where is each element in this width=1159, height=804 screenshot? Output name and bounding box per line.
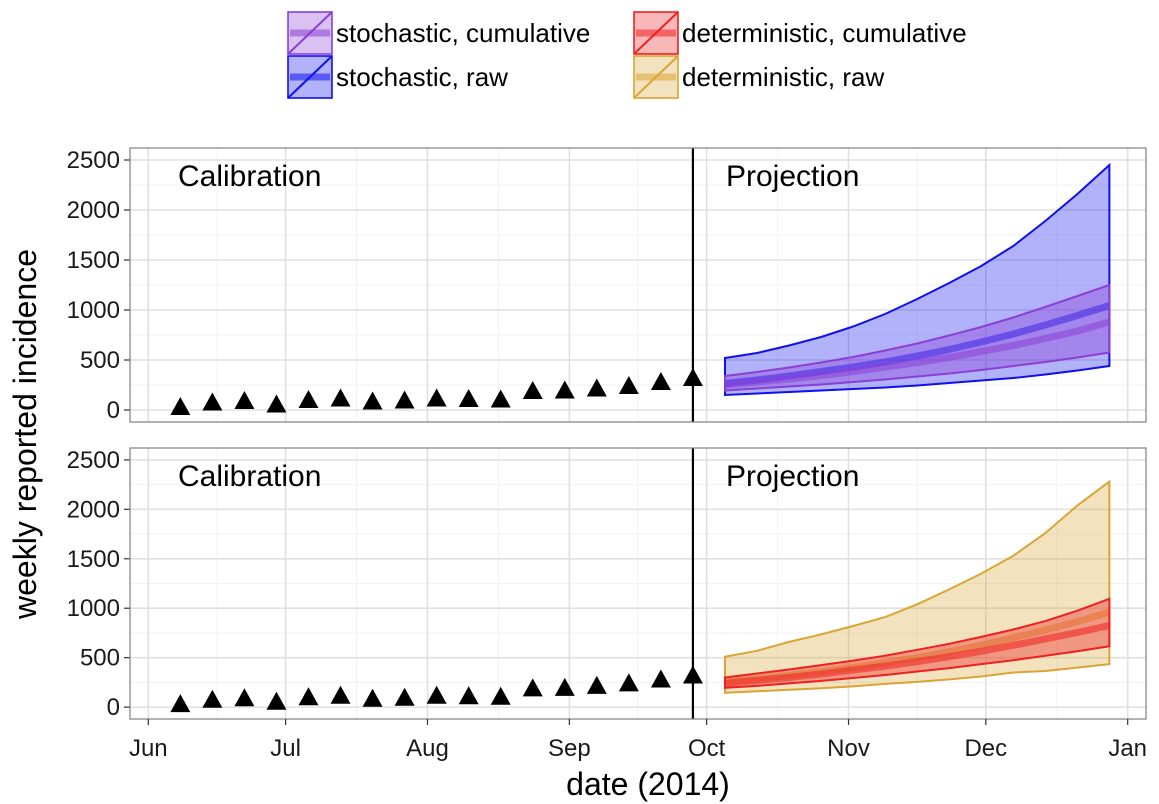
stochastic-panel: 0 500 1000 1500 2000 2500 Calibration Projectio… bbox=[67, 147, 1147, 424]
observed-point bbox=[458, 389, 479, 407]
observed-point bbox=[426, 685, 447, 704]
x-tick-label: Jan bbox=[1108, 735, 1147, 762]
observed-point bbox=[586, 675, 607, 694]
observed-points bbox=[170, 665, 703, 713]
observed-point bbox=[554, 677, 575, 696]
legend-label: stochastic, cumulative bbox=[336, 18, 590, 48]
y-tick-label: 1500 bbox=[67, 546, 120, 573]
x-tick-label: Dec bbox=[964, 735, 1007, 762]
median-line bbox=[724, 318, 1111, 389]
observed-point bbox=[426, 388, 447, 407]
legend-label: deterministic, cumulative bbox=[682, 18, 967, 48]
observed-point bbox=[202, 689, 223, 708]
x-axis-title: date (2014) bbox=[566, 766, 730, 802]
median-line bbox=[724, 622, 1111, 687]
observed-point bbox=[202, 392, 223, 411]
observed-point bbox=[330, 388, 351, 407]
ribbon bbox=[724, 597, 1111, 689]
observed-point bbox=[522, 678, 543, 697]
observed-points bbox=[170, 368, 703, 415]
legend-label: stochastic, raw bbox=[336, 62, 508, 92]
y-tick-label: 1500 bbox=[67, 247, 120, 274]
y-tick-label: 2500 bbox=[67, 447, 120, 474]
panel-border bbox=[129, 147, 1147, 423]
calibration-label: Calibration bbox=[178, 160, 321, 193]
y-axis: 0 500 1000 1500 2000 2500 bbox=[67, 447, 130, 721]
y-axis: 0 500 1000 1500 2000 2500 bbox=[67, 147, 130, 424]
x-tick-label: Jul bbox=[270, 735, 301, 762]
legend-item-stochastic-raw: stochastic, raw bbox=[287, 55, 508, 99]
observed-point bbox=[650, 372, 671, 390]
observed-point bbox=[330, 685, 351, 704]
observed-point bbox=[394, 687, 415, 706]
observed-point bbox=[490, 686, 511, 705]
observed-point bbox=[554, 380, 575, 399]
x-tick-label: Nov bbox=[827, 735, 870, 762]
observed-point bbox=[522, 381, 543, 399]
band-stochastic-cumulative bbox=[724, 283, 1111, 392]
legend: stochastic, cumulative deterministic, cum… bbox=[287, 11, 967, 99]
y-tick-label: 0 bbox=[107, 397, 120, 424]
observed-point bbox=[234, 688, 255, 707]
observed-point bbox=[298, 687, 319, 706]
y-tick-label: 500 bbox=[80, 347, 120, 374]
y-tick-label: 2000 bbox=[67, 197, 120, 224]
x-tick-label: Sep bbox=[548, 735, 591, 762]
observed-point bbox=[234, 391, 255, 409]
major-grid bbox=[130, 148, 1146, 422]
observed-point bbox=[682, 665, 703, 684]
y-tick-label: 2500 bbox=[67, 147, 120, 174]
deterministic-panel: 0 500 1000 1500 2000 2500 Calibration Projectio… bbox=[67, 447, 1147, 721]
observed-point bbox=[682, 368, 703, 386]
observed-point bbox=[618, 673, 639, 692]
projection-label: Projection bbox=[726, 460, 859, 493]
legend-item-stochastic-cumulative: stochastic, cumulative bbox=[287, 11, 590, 55]
minor-grid bbox=[130, 448, 1146, 719]
projection-label: Projection bbox=[726, 160, 859, 193]
legend-item-deterministic-cumulative: deterministic, cumulative bbox=[633, 11, 967, 55]
band-deterministic-cumulative bbox=[724, 597, 1111, 689]
major-grid bbox=[130, 448, 1146, 719]
x-tick-label: Jun bbox=[129, 735, 168, 762]
observed-point bbox=[618, 376, 639, 394]
x-tick-label: Oct bbox=[688, 735, 726, 762]
y-tick-label: 1000 bbox=[67, 297, 120, 324]
observed-point bbox=[650, 669, 671, 688]
ribbon bbox=[724, 283, 1111, 392]
observed-point bbox=[394, 390, 415, 409]
observed-point bbox=[170, 397, 191, 415]
x-axis: Jun Jul Aug Sep Oct Nov Dec Jan bbox=[129, 719, 1147, 762]
y-tick-label: 500 bbox=[80, 645, 120, 672]
observed-point bbox=[362, 688, 383, 707]
observed-point bbox=[458, 686, 479, 705]
observed-point bbox=[362, 391, 383, 410]
observed-point bbox=[170, 694, 191, 713]
observed-point bbox=[586, 378, 607, 397]
panel-border bbox=[129, 447, 1147, 720]
y-tick-label: 1000 bbox=[67, 595, 120, 622]
y-tick-label: 2000 bbox=[67, 496, 120, 523]
legend-label: deterministic, raw bbox=[682, 62, 884, 92]
minor-grid bbox=[130, 148, 1146, 422]
observed-point bbox=[266, 394, 287, 413]
y-axis-title: weekly reported incidence bbox=[7, 249, 43, 620]
legend-item-deterministic-raw: deterministic, raw bbox=[633, 55, 884, 99]
calibration-label: Calibration bbox=[178, 460, 321, 493]
y-tick-label: 0 bbox=[107, 694, 120, 721]
observed-point bbox=[490, 389, 511, 408]
observed-point bbox=[266, 691, 287, 710]
observed-point bbox=[298, 390, 319, 408]
x-tick-label: Aug bbox=[406, 735, 449, 762]
